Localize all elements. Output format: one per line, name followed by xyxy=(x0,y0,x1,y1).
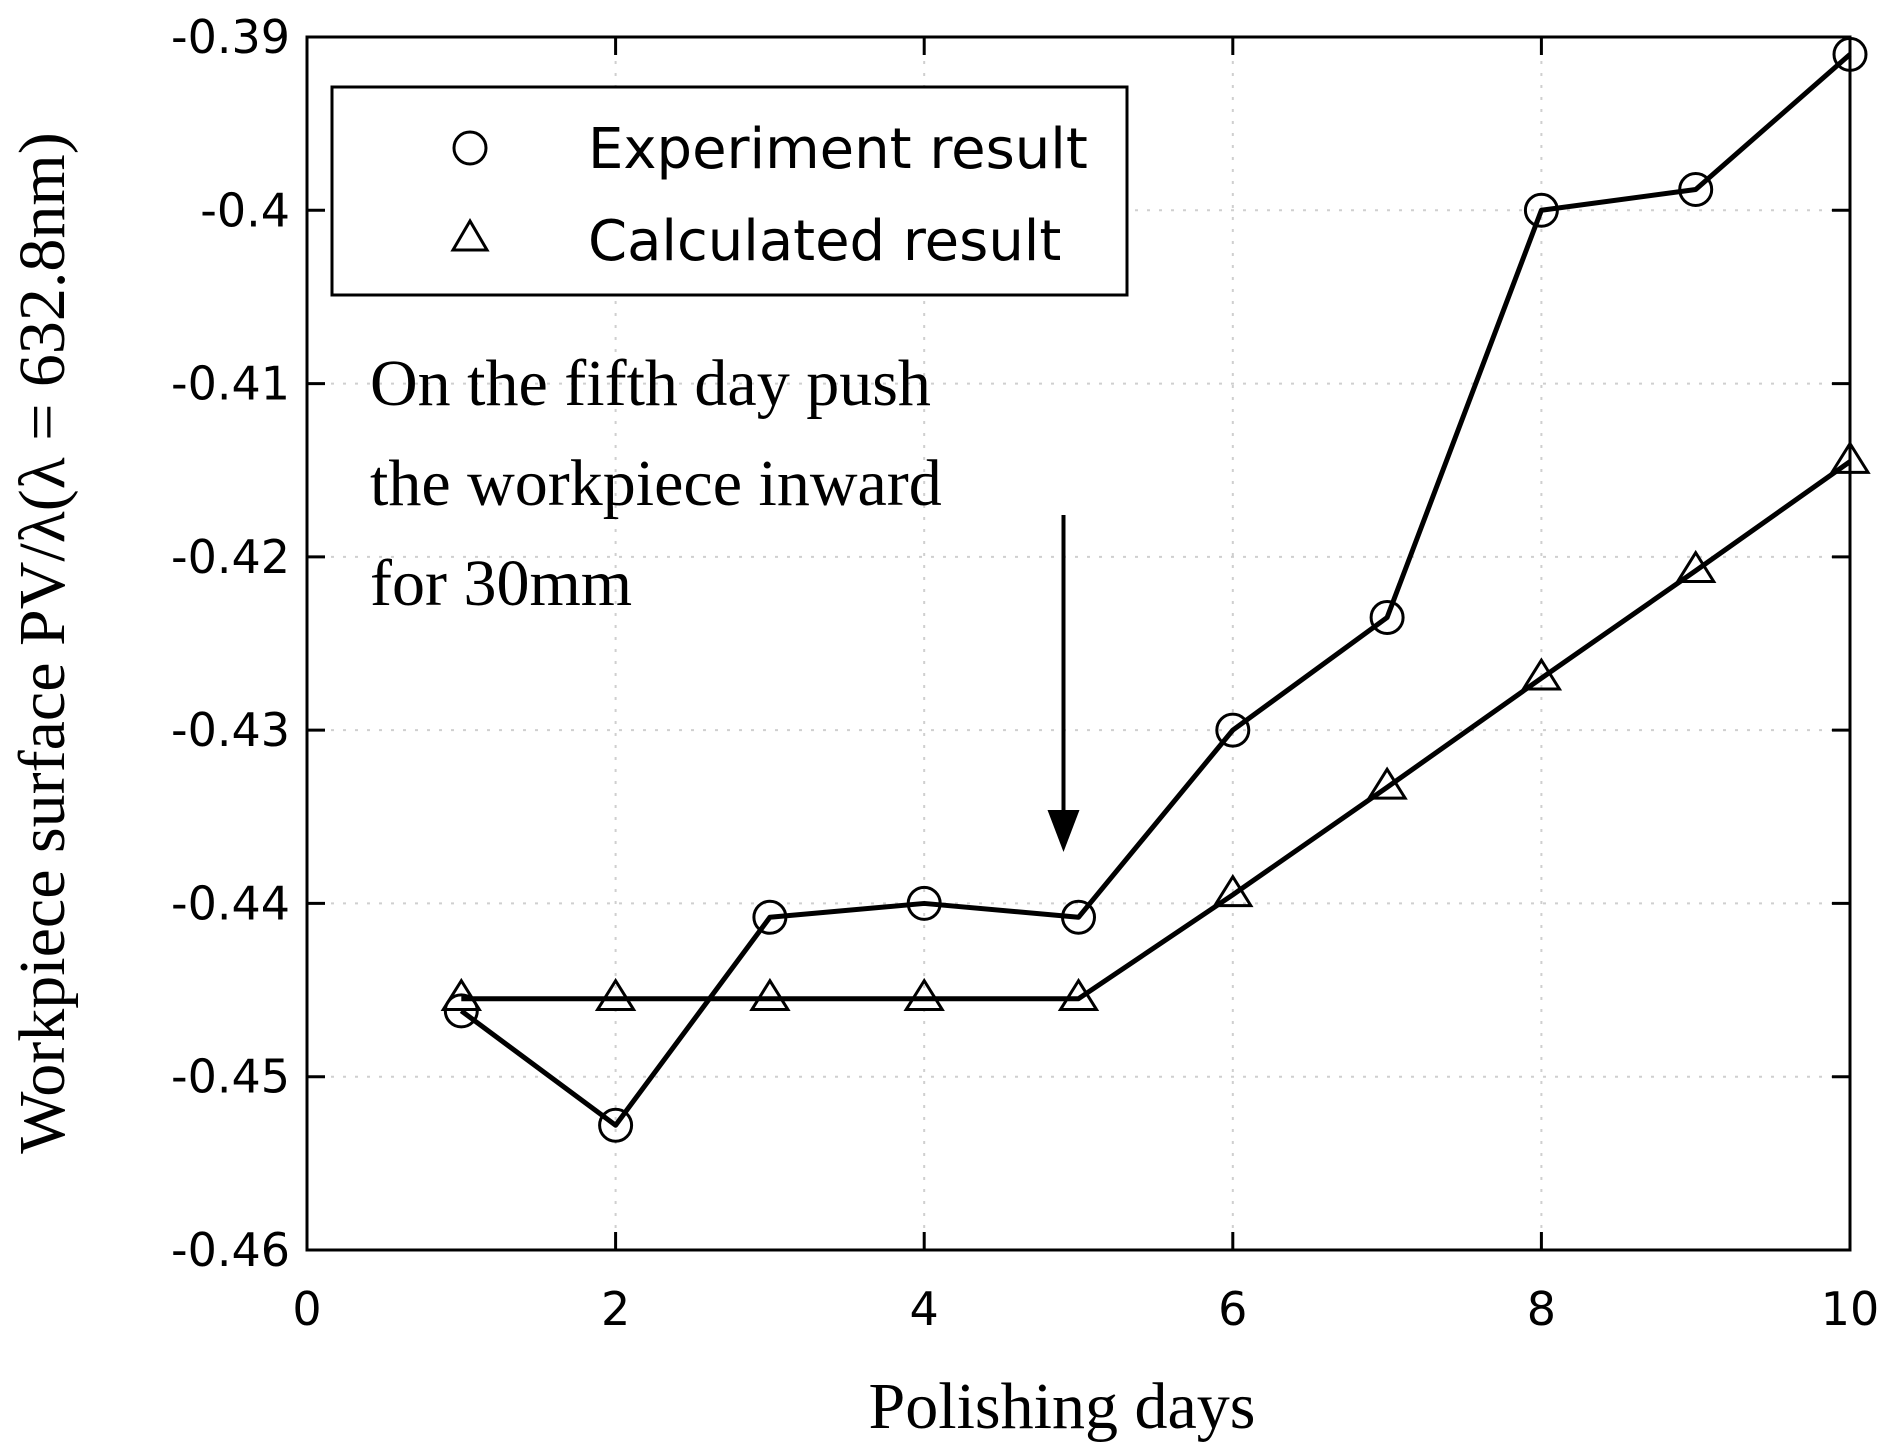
y-tick-label: -0.39 xyxy=(171,10,290,64)
x-axis-title: Polishing days xyxy=(869,1370,1256,1443)
annotation-line-1: On the fifth day push xyxy=(370,347,931,420)
legend-label-experiment: Experiment result xyxy=(588,117,1088,182)
annotation-line-3: for 30mm xyxy=(370,547,632,620)
y-tick-label: -0.45 xyxy=(171,1050,290,1104)
data-point-circle xyxy=(1523,192,1559,228)
legend-circle-marker-icon xyxy=(452,130,488,166)
data-point-triangle xyxy=(1674,549,1717,584)
data-point-circle xyxy=(1832,36,1868,72)
data-point-circle xyxy=(1061,899,1096,935)
legend: Experiment result Calculated result xyxy=(330,85,1129,297)
y-tick-labels: -0.39 -0.4 -0.41 -0.42 -0.43 -0.44 -0.45 -0.46 xyxy=(171,10,290,1277)
data-point-circle xyxy=(1678,171,1714,207)
data-point-triangle xyxy=(440,977,483,1012)
series-line xyxy=(461,459,1852,1002)
x-tick-label: 4 xyxy=(910,1282,939,1336)
y-tick-label: -0.43 xyxy=(171,703,290,757)
annotation-arrow-head xyxy=(1047,810,1080,852)
data-point-circle xyxy=(752,899,788,935)
data-point-triangle xyxy=(1212,873,1254,908)
data-point-circle xyxy=(1369,600,1405,636)
legend-label-calculated: Calculated result xyxy=(588,209,1061,274)
x-tick-label: 6 xyxy=(1218,1282,1247,1336)
y-tick-label: -0.42 xyxy=(171,530,290,584)
data-point-circle xyxy=(906,885,942,921)
data-point-triangle xyxy=(1829,440,1871,474)
legend-box xyxy=(330,85,1129,297)
axis-ticks xyxy=(305,35,1852,1252)
x-tick-label: 2 xyxy=(601,1282,630,1336)
y-tick-label: -0.46 xyxy=(171,1223,290,1277)
annotation: On the fifth day push the workpiece inwa… xyxy=(370,347,1080,852)
x-tick-label: 10 xyxy=(1821,1282,1880,1336)
series-circle xyxy=(443,36,1868,1143)
data-point-circle xyxy=(1215,712,1251,748)
legend-triangle-marker-icon xyxy=(450,218,490,252)
y-tick-label: -0.41 xyxy=(171,357,290,411)
x-tick-label: 0 xyxy=(292,1282,321,1336)
data-point-triangle xyxy=(1366,766,1408,800)
grid xyxy=(307,37,1850,1250)
annotation-line-2: the workpiece inward xyxy=(370,447,942,520)
data-point-circle xyxy=(598,1107,634,1143)
x-tick-label: 8 xyxy=(1527,1282,1556,1336)
data-point-triangle xyxy=(1057,977,1100,1012)
data-point-triangle xyxy=(749,977,791,1012)
data-point-triangle xyxy=(1520,657,1563,691)
plot-area xyxy=(305,35,1852,1252)
y-tick-label: -0.44 xyxy=(171,876,290,930)
y-tick-label: -0.4 xyxy=(200,183,290,237)
series-line xyxy=(459,52,1852,1128)
data-point-triangle xyxy=(903,977,945,1012)
y-axis-title: Workpiece surface PV/λ(λ = 632.8nm) xyxy=(6,132,79,1153)
series xyxy=(440,36,1871,1143)
x-tick-labels: 0 2 4 6 8 10 xyxy=(292,1282,1879,1336)
series-triangle xyxy=(440,440,1871,1012)
data-point-triangle xyxy=(594,977,637,1012)
